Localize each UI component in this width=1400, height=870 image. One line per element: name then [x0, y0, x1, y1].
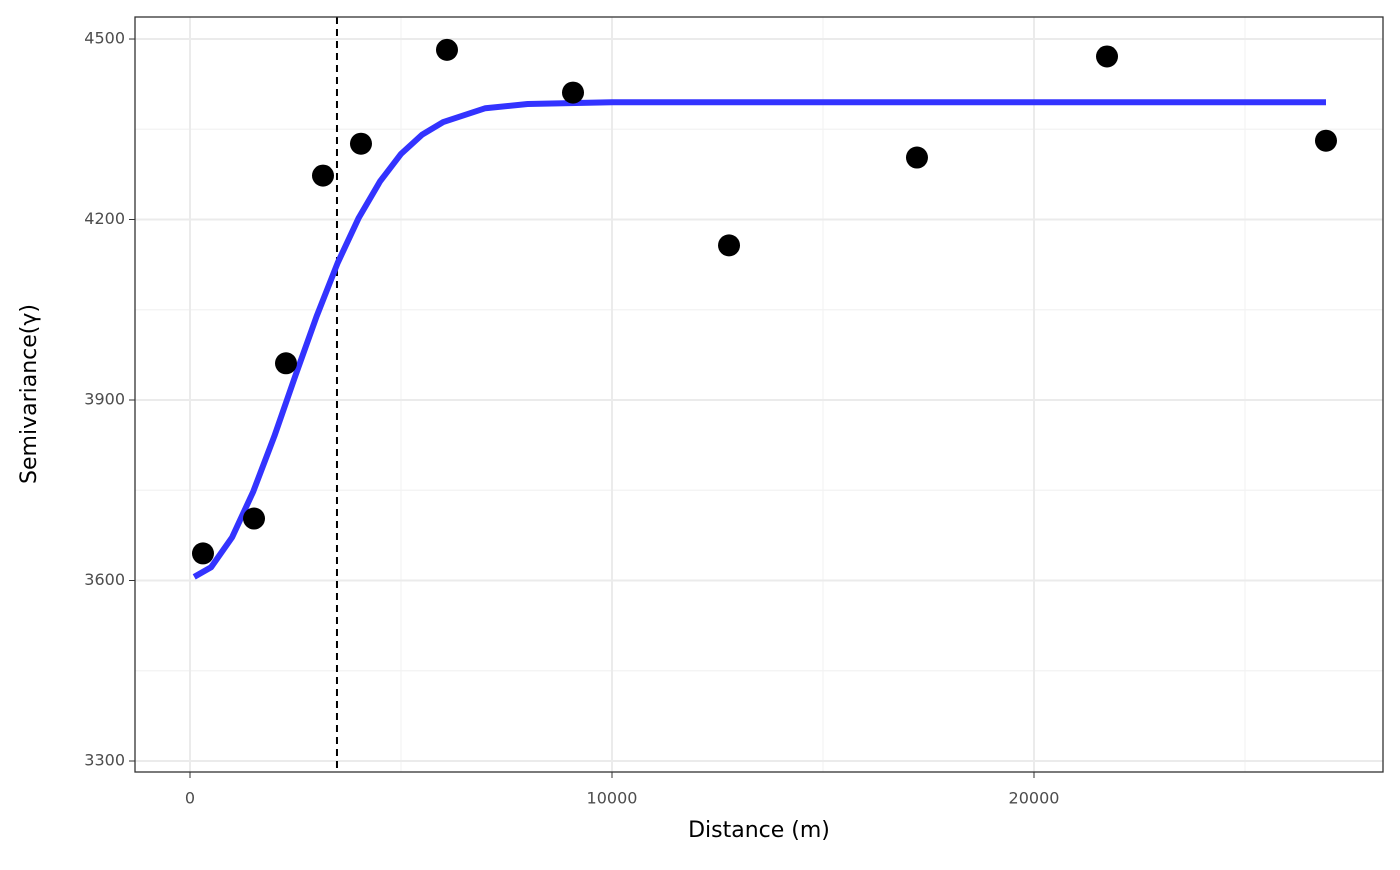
y-tick-label: 3900 [84, 390, 125, 409]
y-tick-label: 3300 [84, 750, 125, 769]
x-axis-title: Distance (m) [688, 818, 830, 843]
y-tick-label: 3600 [84, 570, 125, 589]
point [312, 164, 335, 187]
panel-border [134, 16, 1384, 773]
y-axis-title: Semivariance(γ) [17, 304, 42, 484]
point [274, 352, 297, 375]
y-tick-label: 4500 [84, 29, 125, 48]
y-tick-label: 4200 [84, 209, 125, 228]
point [562, 81, 585, 104]
x-tick-label: 10000 [587, 789, 638, 808]
point [905, 146, 928, 169]
point [349, 132, 372, 155]
point [1096, 45, 1119, 68]
point [191, 542, 214, 565]
model-curve [192, 99, 1326, 580]
x-tick-label: 20000 [1009, 789, 1060, 808]
point [718, 234, 741, 257]
point [243, 507, 266, 530]
x-tick-label: 0 [185, 789, 195, 808]
point [435, 38, 458, 61]
point [1314, 129, 1337, 152]
